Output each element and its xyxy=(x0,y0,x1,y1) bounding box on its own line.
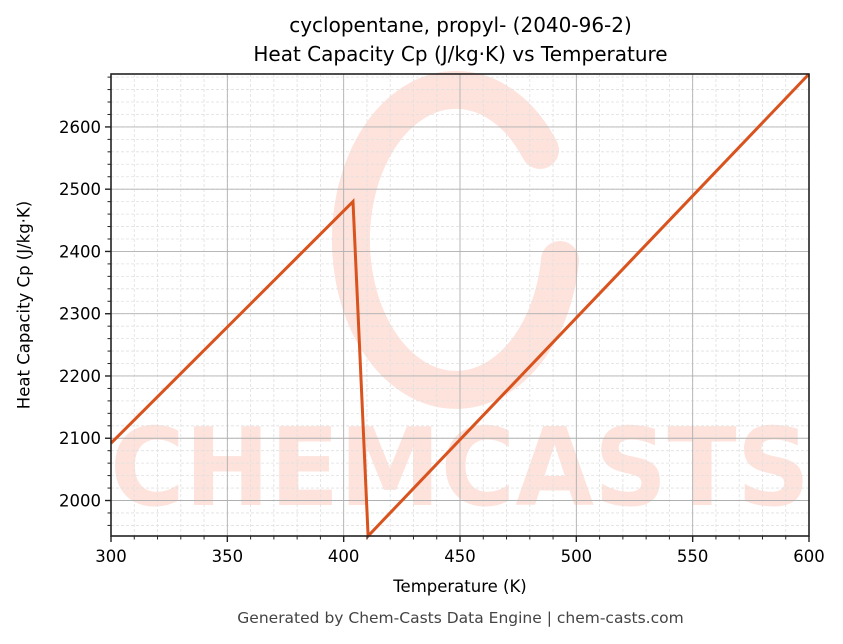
y-tick-label: 2200 xyxy=(59,367,101,386)
x-tick-label: 450 xyxy=(444,547,476,566)
series-line xyxy=(109,72,811,540)
axis-ticks: 300 350 400 450 500 550 600 2000 2100 2200 2300 240… xyxy=(59,76,825,566)
y-tick-label: 2000 xyxy=(59,492,101,511)
footer-credit: Generated by Chem-Casts Data Engine | ch… xyxy=(237,609,684,627)
x-tick-label: 350 xyxy=(212,547,244,566)
y-tick-label: 2300 xyxy=(59,305,101,324)
y-axis-label: Heat Capacity Cp (J/kg·K) xyxy=(14,200,34,410)
x-tick-label: 300 xyxy=(95,547,127,566)
chart-subtitle: Heat Capacity Cp (J/kg·K) vs Temperature xyxy=(253,42,668,66)
x-tick-label: 400 xyxy=(328,547,360,566)
x-tick-label: 600 xyxy=(793,547,825,566)
y-tick-label: 2600 xyxy=(59,118,101,137)
data-series xyxy=(109,72,811,540)
x-tick-label: 500 xyxy=(561,547,593,566)
y-tick-label: 2100 xyxy=(59,429,101,448)
chart-title: cyclopentane, propyl- (2040-96-2) xyxy=(289,13,632,37)
y-tick-label: 2500 xyxy=(59,180,101,199)
y-tick-label: 2400 xyxy=(59,242,101,261)
x-tick-label: 550 xyxy=(677,547,709,566)
x-axis-label: Temperature (K) xyxy=(393,577,527,596)
